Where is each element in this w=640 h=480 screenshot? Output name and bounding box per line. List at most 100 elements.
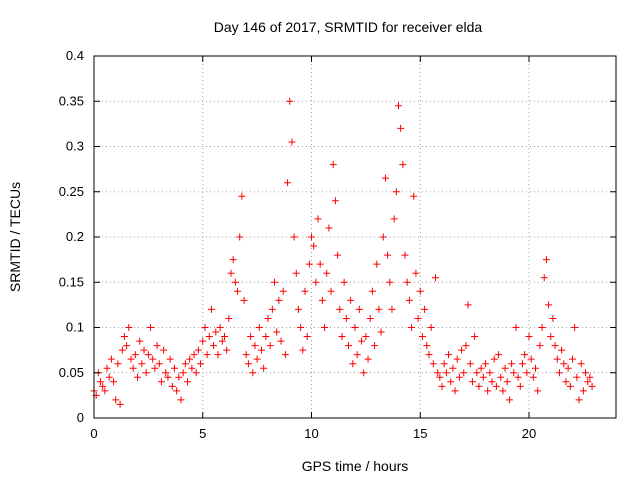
x-tick-label: 10	[304, 426, 318, 441]
data-point	[247, 333, 255, 341]
y-tick-label: 0.3	[66, 139, 84, 154]
data-point	[497, 373, 505, 381]
data-point	[327, 287, 335, 295]
data-point	[129, 364, 137, 372]
data-point	[292, 269, 300, 277]
data-point	[97, 378, 105, 386]
y-tick-label: 0.1	[66, 320, 84, 335]
data-point	[329, 161, 337, 169]
data-point	[227, 269, 235, 277]
data-point	[184, 378, 192, 386]
data-point	[416, 287, 424, 295]
data-point	[149, 355, 157, 363]
data-point	[101, 387, 109, 395]
y-tick-label: 0.15	[59, 274, 84, 289]
data-point	[523, 369, 531, 377]
data-point	[427, 324, 435, 331]
x-tick-label: 0	[90, 426, 97, 441]
data-point	[160, 346, 168, 354]
data-point	[334, 251, 342, 259]
data-point	[512, 324, 520, 331]
data-point	[579, 387, 587, 395]
data-point	[144, 351, 152, 359]
data-point	[434, 369, 442, 377]
data-point	[131, 351, 139, 359]
data-point	[436, 373, 444, 381]
data-point	[577, 360, 585, 368]
data-point	[234, 287, 242, 295]
data-point	[431, 274, 439, 282]
data-point	[179, 369, 187, 377]
data-point	[501, 364, 509, 372]
x-tick-label: 20	[522, 426, 536, 441]
data-point	[521, 351, 529, 359]
data-point	[460, 369, 468, 377]
data-point	[564, 364, 572, 372]
data-point	[373, 260, 381, 268]
data-point	[384, 251, 392, 259]
data-point	[418, 333, 426, 341]
data-point	[495, 351, 503, 359]
x-tick-label: 15	[413, 426, 427, 441]
data-point	[231, 278, 239, 286]
data-point	[371, 342, 379, 350]
data-point	[534, 387, 542, 395]
data-point	[251, 342, 259, 350]
data-point	[297, 324, 305, 331]
y-tick-label: 0.2	[66, 229, 84, 244]
data-point	[379, 233, 387, 241]
data-point	[549, 314, 557, 322]
data-point	[540, 274, 548, 282]
data-point	[275, 296, 283, 304]
data-point	[514, 373, 522, 381]
data-point	[214, 351, 222, 359]
data-point	[286, 97, 294, 105]
data-point	[192, 369, 200, 377]
data-point	[147, 324, 155, 331]
data-point	[553, 355, 561, 363]
data-point	[238, 192, 246, 200]
data-point	[181, 360, 189, 368]
data-point	[140, 346, 148, 354]
data-point	[273, 328, 281, 336]
data-point	[166, 355, 174, 363]
data-point	[445, 351, 453, 359]
data-point	[566, 382, 574, 390]
data-point	[310, 242, 318, 250]
data-point	[153, 342, 161, 350]
data-point	[99, 382, 107, 390]
data-point	[331, 197, 339, 205]
data-point	[120, 333, 128, 341]
data-point	[451, 387, 459, 395]
data-point	[355, 305, 363, 313]
data-point	[525, 333, 533, 341]
data-point	[447, 378, 455, 386]
data-point	[588, 382, 596, 390]
y-tick-label: 0.4	[66, 48, 84, 63]
data-point	[542, 256, 550, 264]
data-point	[221, 333, 228, 341]
data-point	[162, 369, 170, 377]
data-point	[449, 364, 457, 372]
data-point	[253, 355, 261, 363]
data-point	[305, 260, 313, 268]
data-point	[299, 346, 307, 354]
data-point	[360, 369, 368, 377]
data-points	[90, 97, 596, 408]
data-point	[314, 215, 322, 223]
data-point	[405, 296, 413, 304]
data-point	[423, 342, 431, 350]
data-point	[323, 269, 331, 277]
data-point	[114, 360, 122, 368]
data-point	[116, 400, 124, 408]
data-point	[468, 378, 476, 386]
data-point	[175, 373, 183, 381]
data-point	[123, 342, 131, 350]
data-point	[107, 355, 115, 363]
data-point	[390, 215, 398, 223]
data-point	[425, 351, 433, 359]
data-point	[536, 342, 544, 350]
data-point	[510, 369, 518, 377]
data-point	[262, 333, 270, 341]
data-point	[399, 161, 407, 169]
